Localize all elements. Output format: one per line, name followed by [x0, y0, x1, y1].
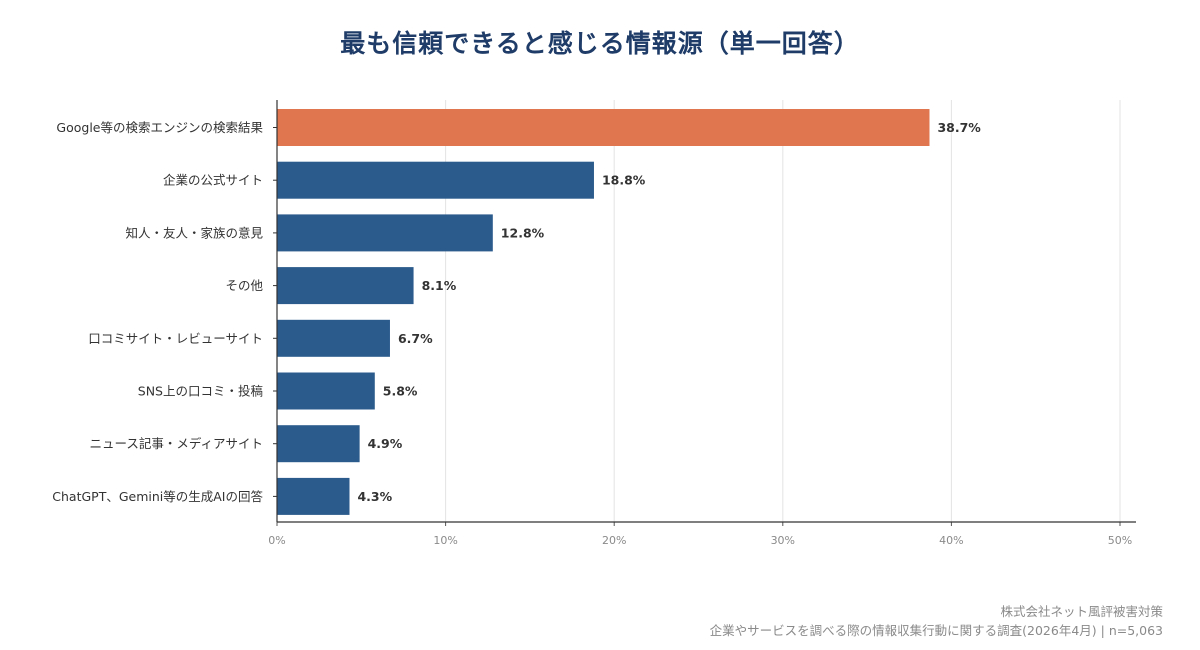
category-label: 知人・友人・家族の意見 [125, 225, 263, 240]
bar [277, 214, 493, 252]
labels: 0% 10% 20% 30% 40% 50% Google等の検索エンジンの検索結果 38.7… [52, 120, 1132, 547]
value-label: 4.3% [357, 489, 392, 504]
category-label: 企業の公式サイト [163, 173, 263, 188]
value-label: 12.8% [501, 225, 545, 240]
bar [277, 477, 350, 515]
x-tick-label: 30% [771, 534, 795, 547]
footer-company: 株式会社ネット風評被害対策 [1000, 604, 1163, 619]
bar [277, 161, 594, 199]
category-label: ChatGPT、Gemini等の生成AIの回答 [52, 489, 263, 504]
value-label: 18.8% [602, 173, 646, 188]
bar [277, 425, 360, 463]
value-label: 4.9% [368, 436, 403, 451]
category-label: その他 [225, 278, 263, 293]
x-tick-label: 50% [1108, 534, 1132, 547]
value-label: 5.8% [383, 384, 418, 399]
chart-title: 最も信頼できると感じる情報源（単一回答） [340, 29, 860, 58]
value-label: 38.7% [937, 120, 981, 135]
x-tick-label: 40% [939, 534, 963, 547]
category-label: Google等の検索エンジンの検索結果 [56, 120, 263, 135]
category-label: 口コミサイト・レビューサイト [88, 331, 263, 346]
x-tick-label: 0% [268, 534, 285, 547]
x-tick-label: 20% [602, 534, 626, 547]
axes [273, 100, 1136, 526]
footer-source: 企業やサービスを調べる際の情報収集行動に関する調査(2026年4月) | n=5… [709, 623, 1163, 638]
bar [277, 267, 414, 305]
bar [277, 109, 930, 146]
x-tick-label: 10% [433, 534, 457, 547]
value-label: 8.1% [422, 278, 457, 293]
category-label: SNS上の口コミ・投稿 [138, 384, 263, 399]
category-label: ニュース記事・メディアサイト [89, 436, 263, 451]
bars [277, 109, 930, 515]
bar [277, 319, 390, 357]
bar [277, 372, 375, 410]
value-label: 6.7% [398, 331, 433, 346]
